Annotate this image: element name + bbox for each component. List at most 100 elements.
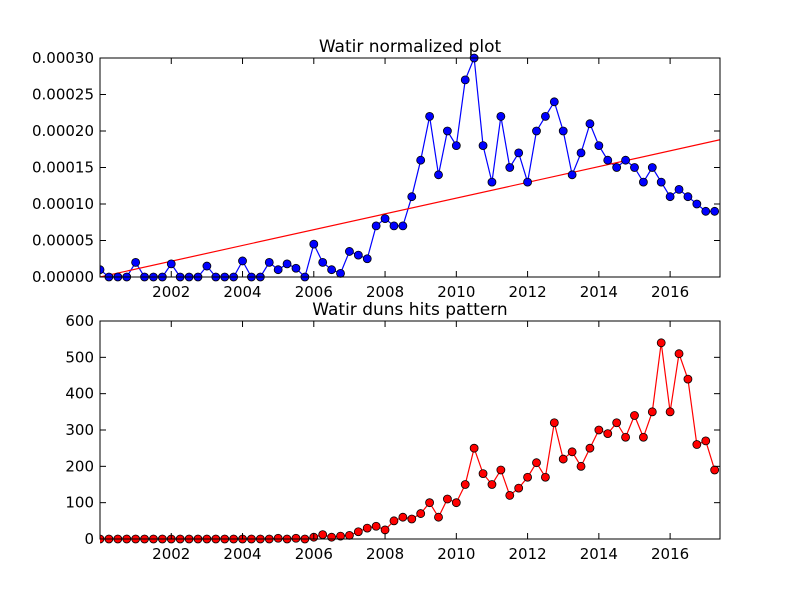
data-point [371, 521, 381, 531]
data-point [674, 349, 684, 359]
data-point [656, 177, 666, 187]
data-point [131, 257, 141, 267]
y-tick-label: 0.00000 [32, 268, 94, 286]
data-point [309, 239, 319, 249]
data-point [505, 163, 515, 172]
y-tick-label: 400 [65, 385, 94, 403]
data-point [674, 184, 684, 194]
data-point [692, 440, 702, 449]
data-point [692, 199, 702, 209]
data-point [576, 148, 586, 158]
data-point [683, 192, 693, 202]
data-point [336, 531, 345, 541]
plot-area [100, 338, 720, 544]
data-point [202, 261, 212, 271]
data-point [612, 163, 622, 172]
data-point [345, 530, 354, 540]
data-point [434, 170, 443, 180]
data-point [416, 155, 426, 165]
y-tick-label: 0.00025 [32, 86, 94, 104]
data-point [416, 509, 426, 518]
data-point [425, 112, 434, 121]
data-point [656, 338, 666, 348]
data-point [514, 148, 524, 158]
data-point [362, 523, 372, 533]
data-point [425, 498, 434, 508]
data-point [434, 512, 443, 522]
data-point [443, 126, 452, 136]
data-point [478, 141, 488, 151]
x-tick-label: 2004 [223, 545, 261, 563]
data-point [398, 512, 408, 522]
data-point [683, 374, 693, 384]
data-line [100, 342, 716, 540]
x-tick-label: 2006 [295, 545, 333, 563]
data-point [621, 432, 630, 442]
data-point [594, 425, 604, 435]
data-point [443, 494, 452, 504]
data-point [318, 257, 328, 267]
data-point [567, 447, 577, 457]
data-line [100, 57, 715, 279]
y-tick-label: 0.00010 [32, 195, 94, 213]
plot-area [100, 53, 720, 282]
y-tick-label: 0.00005 [32, 232, 94, 250]
data-point [496, 465, 506, 475]
data-point [451, 141, 461, 151]
data-point [238, 256, 247, 266]
data-point [451, 498, 461, 508]
data-point [549, 418, 559, 428]
data-point [532, 458, 541, 468]
y-tick-label: 0 [84, 530, 94, 548]
data-point [701, 206, 711, 216]
y-tick-label: 100 [65, 494, 94, 512]
data-point [282, 259, 292, 269]
data-point [478, 469, 488, 479]
data-point [567, 170, 577, 180]
x-tick-label: 2016 [651, 283, 689, 301]
axes-frame [99, 57, 721, 278]
data-point [496, 112, 506, 121]
x-tick-label: 2016 [651, 545, 689, 563]
data-point [630, 411, 639, 420]
data-point [353, 527, 363, 537]
x-tick-label: 2006 [295, 283, 333, 301]
data-point [389, 516, 399, 526]
data-point [398, 221, 408, 231]
data-point [710, 206, 720, 216]
data-point [585, 119, 595, 129]
data-point [362, 254, 372, 264]
data-point [630, 163, 639, 172]
data-point [541, 112, 550, 121]
data-point [621, 155, 630, 165]
data-point [389, 221, 399, 231]
data-point [336, 268, 345, 278]
data-point [460, 75, 470, 85]
data-point [514, 483, 524, 493]
data-point [487, 480, 497, 489]
x-tick-label: 2002 [152, 545, 190, 563]
data-point [291, 263, 301, 273]
x-tick-label: 2002 [152, 283, 190, 301]
data-point [345, 247, 354, 256]
data-point [612, 418, 622, 428]
data-point [380, 525, 390, 535]
x-tick-label: 2008 [366, 545, 404, 563]
data-point [469, 443, 479, 453]
data-point [647, 407, 657, 417]
data-point [532, 126, 541, 136]
data-point [710, 465, 720, 475]
axes-frame [99, 320, 721, 540]
data-point [585, 443, 595, 453]
y-tick-label: 500 [65, 348, 94, 366]
data-point [638, 177, 648, 187]
data-point [505, 490, 515, 500]
data-point [327, 265, 337, 275]
data-point [487, 177, 497, 187]
data-point [407, 514, 417, 524]
x-tick-label: 2014 [580, 283, 618, 301]
data-point [594, 141, 604, 151]
y-tick-label: 0.00020 [32, 122, 94, 140]
